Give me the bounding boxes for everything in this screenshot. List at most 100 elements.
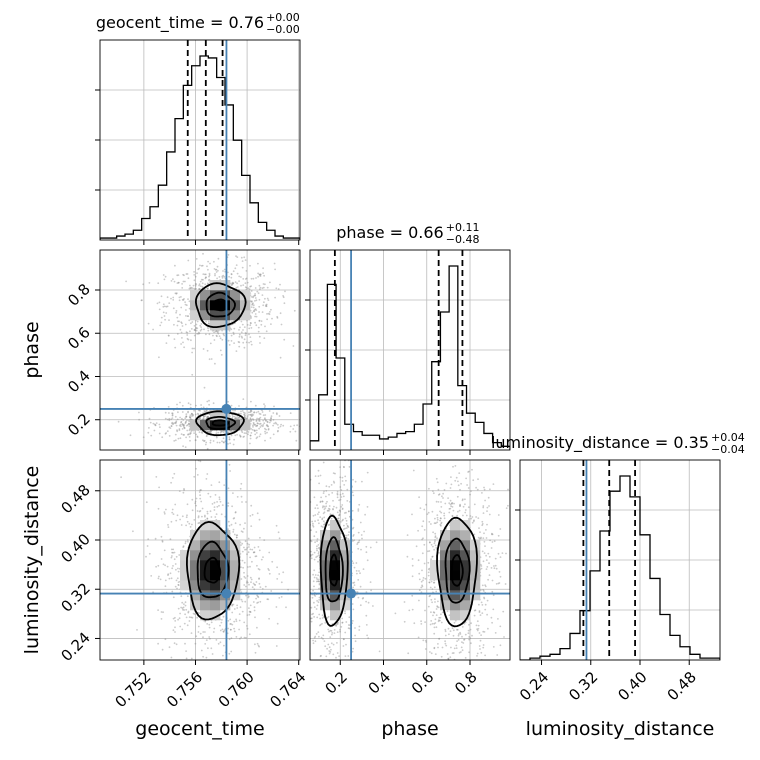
sample-point — [202, 278, 204, 281]
sample-point — [187, 402, 190, 405]
sample-point — [213, 339, 216, 341]
x-tick-label-phase: 0.6 — [408, 668, 438, 698]
sample-point — [191, 373, 194, 376]
sample-point — [248, 607, 250, 609]
sample-point — [177, 437, 180, 440]
sample-point — [253, 551, 255, 554]
sample-point — [250, 414, 252, 416]
sample-point — [266, 431, 268, 434]
sample-point — [180, 425, 182, 428]
sample-point — [199, 417, 202, 420]
sample-point — [449, 503, 452, 506]
sample-point — [208, 333, 211, 336]
sample-point — [251, 414, 254, 417]
sample-point — [248, 341, 251, 344]
density-cell — [460, 530, 471, 541]
sample-point — [184, 421, 187, 424]
sample-point — [165, 508, 167, 511]
sample-point — [258, 412, 261, 415]
sample-point — [233, 327, 236, 330]
sample-point — [247, 431, 250, 433]
sample-point — [270, 415, 273, 418]
sample-point — [450, 646, 452, 649]
sample-point — [266, 598, 269, 601]
sample-point — [194, 500, 197, 503]
sample-point — [200, 326, 203, 328]
sample-point — [328, 509, 330, 512]
sample-point — [423, 508, 426, 511]
sample-point — [237, 418, 240, 421]
sample-point — [332, 499, 334, 502]
sample-point — [158, 356, 160, 359]
sample-point — [492, 646, 495, 648]
sample-point — [255, 429, 258, 432]
sample-point — [480, 651, 483, 654]
sample-point — [245, 594, 247, 597]
sample-point — [246, 625, 248, 627]
sample-point — [255, 277, 257, 279]
sample-point — [238, 335, 241, 338]
sample-point — [431, 428, 433, 430]
sample-point — [252, 418, 254, 420]
sample-point — [248, 333, 250, 336]
sample-point — [249, 434, 252, 437]
sample-point — [314, 640, 317, 643]
sample-point — [176, 587, 178, 590]
y-tick-label-phase: 0.8 — [64, 280, 94, 310]
sample-point — [236, 282, 239, 285]
sample-point — [458, 509, 461, 512]
sample-point — [201, 515, 203, 518]
sample-point — [254, 584, 257, 586]
sample-point — [266, 297, 269, 300]
sample-point — [471, 521, 474, 524]
sample-point — [206, 702, 208, 704]
sample-point — [265, 330, 268, 333]
sample-point — [256, 626, 258, 629]
sample-point — [234, 417, 237, 420]
sample-point — [249, 434, 252, 437]
sample-point — [175, 311, 178, 314]
sample-point — [177, 618, 180, 621]
sample-point — [168, 426, 171, 429]
sample-point — [255, 581, 258, 583]
sample-point — [312, 642, 315, 645]
sample-point — [292, 428, 295, 430]
sample-point — [186, 595, 189, 598]
sample-point — [171, 567, 174, 570]
sample-point — [275, 645, 278, 647]
sample-point — [252, 423, 255, 425]
sample-point — [330, 484, 333, 486]
sample-point — [230, 404, 233, 407]
sample-point — [240, 320, 243, 323]
sample-point — [323, 523, 325, 526]
sample-point — [422, 579, 424, 582]
sample-point — [244, 417, 247, 419]
sample-point — [261, 425, 264, 428]
sample-point — [250, 300, 253, 303]
sample-point — [365, 614, 368, 617]
sample-point — [201, 432, 204, 434]
sample-point — [449, 487, 452, 489]
sample-point — [248, 583, 250, 586]
sample-point — [327, 507, 330, 510]
sample-point — [448, 614, 451, 617]
sample-point — [193, 274, 196, 276]
sample-point — [348, 668, 350, 670]
sample-point — [186, 315, 189, 317]
sample-point — [221, 619, 223, 621]
sample-point — [212, 402, 215, 405]
sample-point — [316, 504, 318, 506]
sample-point — [234, 409, 236, 412]
sample-point — [243, 636, 246, 639]
contour-phase_vs_geocent_time-0-2 — [194, 282, 247, 328]
sample-point — [246, 580, 248, 583]
sample-point — [345, 537, 348, 540]
sample-point — [421, 584, 423, 587]
sample-point — [192, 287, 194, 290]
sample-point — [486, 599, 489, 602]
sample-point — [259, 422, 262, 425]
sample-point — [188, 422, 190, 425]
sample-point — [258, 311, 260, 313]
sample-point — [194, 413, 197, 416]
sample-point — [233, 415, 236, 418]
